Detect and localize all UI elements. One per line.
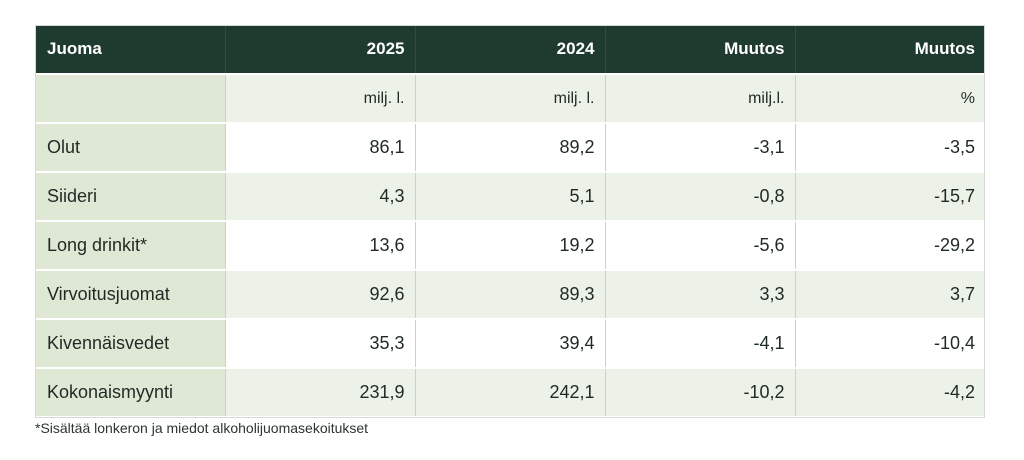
drink-name: Kivennäisvedet [35, 318, 226, 368]
value-2024: 89,2 [415, 122, 606, 172]
value-change: -0,8 [605, 171, 796, 221]
header-row: Juoma 2025 2024 Muutos Muutos [35, 25, 985, 74]
units-row: milj. l. milj. l. milj.l. % [35, 73, 985, 123]
table-row: Virvoitusjuomat 92,6 89,3 3,3 3,7 [35, 269, 985, 319]
header-2025: 2025 [225, 25, 416, 74]
value-change: -4,1 [605, 318, 796, 368]
drink-name: Long drinkit* [35, 220, 226, 270]
value-2025: 92,6 [225, 269, 416, 319]
table-row-total: Kokonaismyynti 231,9 242,1 -10,2 -4,2 [35, 367, 985, 416]
table-row: Olut 86,1 89,2 -3,1 -3,5 [35, 122, 985, 172]
value-2024: 39,4 [415, 318, 606, 368]
value-2025: 13,6 [225, 220, 416, 270]
header-2024: 2024 [415, 25, 606, 74]
value-2025: 86,1 [225, 122, 416, 172]
value-2024: 5,1 [415, 171, 606, 221]
header-change-pct: Muutos [795, 25, 985, 74]
drink-name: Siideri [35, 171, 226, 221]
table-row: Siideri 4,3 5,1 -0,8 -15,7 [35, 171, 985, 221]
unit-change-pct: % [795, 73, 985, 123]
unit-change: milj.l. [605, 73, 796, 123]
unit-2024: milj. l. [415, 73, 606, 123]
value-change-pct: 3,7 [795, 269, 985, 319]
unit-2025: milj. l. [225, 73, 416, 123]
drink-name: Virvoitusjuomat [35, 269, 226, 319]
header-change: Muutos [605, 25, 796, 74]
value-change: -5,6 [605, 220, 796, 270]
value-change: -3,1 [605, 122, 796, 172]
value-2025: 4,3 [225, 171, 416, 221]
value-change-pct: -10,4 [795, 318, 985, 368]
value-change: -10,2 [605, 367, 796, 416]
value-change-pct: -4,2 [795, 367, 985, 416]
value-2025: 231,9 [225, 367, 416, 416]
value-change: 3,3 [605, 269, 796, 319]
footnote: *Sisältää lonkeron ja miedot alkoholijuo… [35, 420, 369, 436]
value-2024: 19,2 [415, 220, 606, 270]
table-row: Kivennäisvedet 35,3 39,4 -4,1 -10,4 [35, 318, 985, 368]
value-2024: 242,1 [415, 367, 606, 416]
sales-table-container: Juoma 2025 2024 Muutos Muutos milj. l. m… [35, 25, 985, 418]
drink-name: Kokonaismyynti [35, 367, 226, 416]
drink-name: Olut [35, 122, 226, 172]
table-row: Long drinkit* 13,6 19,2 -5,6 -29,2 [35, 220, 985, 270]
beverage-sales-table: Juoma 2025 2024 Muutos Muutos milj. l. m… [35, 25, 985, 416]
value-change-pct: -15,7 [795, 171, 985, 221]
value-2025: 35,3 [225, 318, 416, 368]
value-change-pct: -29,2 [795, 220, 985, 270]
header-drink: Juoma [35, 25, 226, 74]
value-2024: 89,3 [415, 269, 606, 319]
unit-drink [35, 73, 226, 123]
value-change-pct: -3,5 [795, 122, 985, 172]
